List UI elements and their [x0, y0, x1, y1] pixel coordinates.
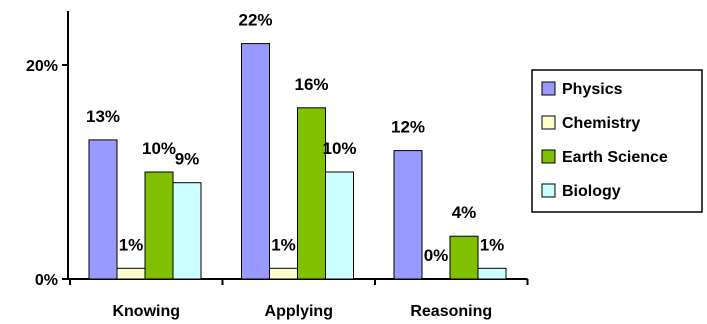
- data-label: 10%: [142, 139, 176, 158]
- legend-label: Earth Science: [562, 149, 668, 166]
- bar: [241, 43, 270, 280]
- data-label: 4%: [452, 203, 477, 222]
- data-label: 12%: [391, 118, 425, 137]
- bar: [477, 267, 507, 280]
- data-label: 10%: [322, 139, 356, 158]
- category-label: Reasoning: [410, 303, 492, 320]
- data-label: 1%: [271, 235, 296, 254]
- y-tick-label: 0%: [35, 272, 58, 289]
- bar: [144, 171, 174, 280]
- category-label: Applying: [265, 303, 333, 320]
- data-label: 13%: [86, 107, 120, 126]
- legend-label: Chemistry: [562, 115, 640, 132]
- y-tick-label: 20%: [26, 58, 58, 75]
- legend-swatch: [541, 183, 556, 198]
- bar: [116, 267, 146, 280]
- bar: [269, 267, 298, 280]
- data-label: 0%: [424, 246, 449, 265]
- legend-swatch: [541, 149, 556, 164]
- bars: [88, 43, 507, 280]
- bar: [172, 182, 202, 280]
- legend-label: Physics: [562, 81, 623, 98]
- category-label: Knowing: [112, 303, 180, 320]
- legend: Physics Chemistry Earth Science Biology: [531, 69, 703, 213]
- bar: [297, 107, 326, 280]
- bar: [393, 150, 423, 280]
- data-label: 9%: [175, 150, 200, 169]
- data-label: 1%: [480, 235, 505, 254]
- data-label: 1%: [119, 235, 144, 254]
- legend-box: [531, 69, 703, 213]
- legend-label: Biology: [562, 183, 621, 200]
- bar: [449, 235, 479, 280]
- bar: [88, 139, 118, 280]
- data-labels: 13%22%12%1% 1%0%10%16%4%9%10%1%: [86, 11, 504, 265]
- bar: [325, 171, 354, 280]
- legend-swatch: [541, 115, 556, 130]
- data-label: 16%: [294, 75, 328, 94]
- legend-swatch: [541, 81, 556, 96]
- data-label: 22%: [238, 11, 272, 30]
